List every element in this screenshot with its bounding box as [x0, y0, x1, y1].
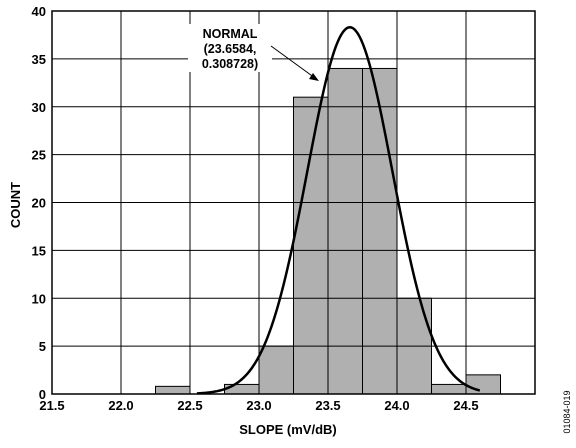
- y-tick-label: 5: [39, 339, 46, 354]
- normal-fit-curve: [196, 26, 481, 395]
- y-tick-label: 10: [32, 291, 46, 306]
- annotation-line-3: 0.308728): [202, 57, 258, 71]
- histogram-bar: [431, 383, 467, 395]
- x-tick-label: 23.5: [315, 398, 340, 413]
- y-tick-label: 15: [32, 243, 46, 258]
- histogram-bar: [362, 67, 398, 395]
- normal-fit-annotation: NORMAL (23.6584, 0.308728): [188, 24, 319, 81]
- x-tick-label: 24.5: [453, 398, 478, 413]
- annotation-line-2: (23.6584,: [204, 42, 257, 56]
- y-axis-title: COUNT: [8, 182, 23, 228]
- annotation-arrowhead: [309, 73, 319, 81]
- histogram-bar: [465, 374, 501, 395]
- annotation-line-1: NORMAL: [203, 27, 258, 41]
- normal-curve: [196, 26, 481, 395]
- y-tick-label: 0: [39, 387, 46, 402]
- y-tick-label: 35: [32, 52, 46, 67]
- histogram-bar: [258, 345, 294, 395]
- x-tick-label: 21.5: [39, 398, 64, 413]
- histogram-bar: [327, 67, 363, 395]
- plot-frame: [51, 10, 536, 395]
- x-tick-label: 22.0: [108, 398, 133, 413]
- x-tick-label: 22.5: [177, 398, 202, 413]
- x-tick-label: 23.0: [246, 398, 271, 413]
- y-tick-label: 40: [32, 4, 46, 19]
- x-tick-labels: 21.5 22.0 22.5 23.0 23.5 24.0 24.5: [39, 398, 478, 413]
- y-tick-labels: 0 5 10 15 20 25 30 35 40: [32, 4, 46, 402]
- y-tick-label: 30: [32, 100, 46, 115]
- histogram-bar: [293, 96, 329, 395]
- plot-border: [51, 10, 536, 395]
- y-tick-label: 20: [32, 196, 46, 211]
- figure-code: 01084-019: [562, 390, 572, 433]
- y-tick-label: 25: [32, 148, 46, 163]
- annotation-background: [188, 24, 272, 72]
- histogram-bars: [155, 67, 501, 395]
- annotation-arrow-line: [270, 45, 316, 79]
- histogram-bar: [155, 385, 191, 395]
- x-tick-label: 24.0: [384, 398, 409, 413]
- x-axis-title: SLOPE (mV/dB): [239, 422, 337, 437]
